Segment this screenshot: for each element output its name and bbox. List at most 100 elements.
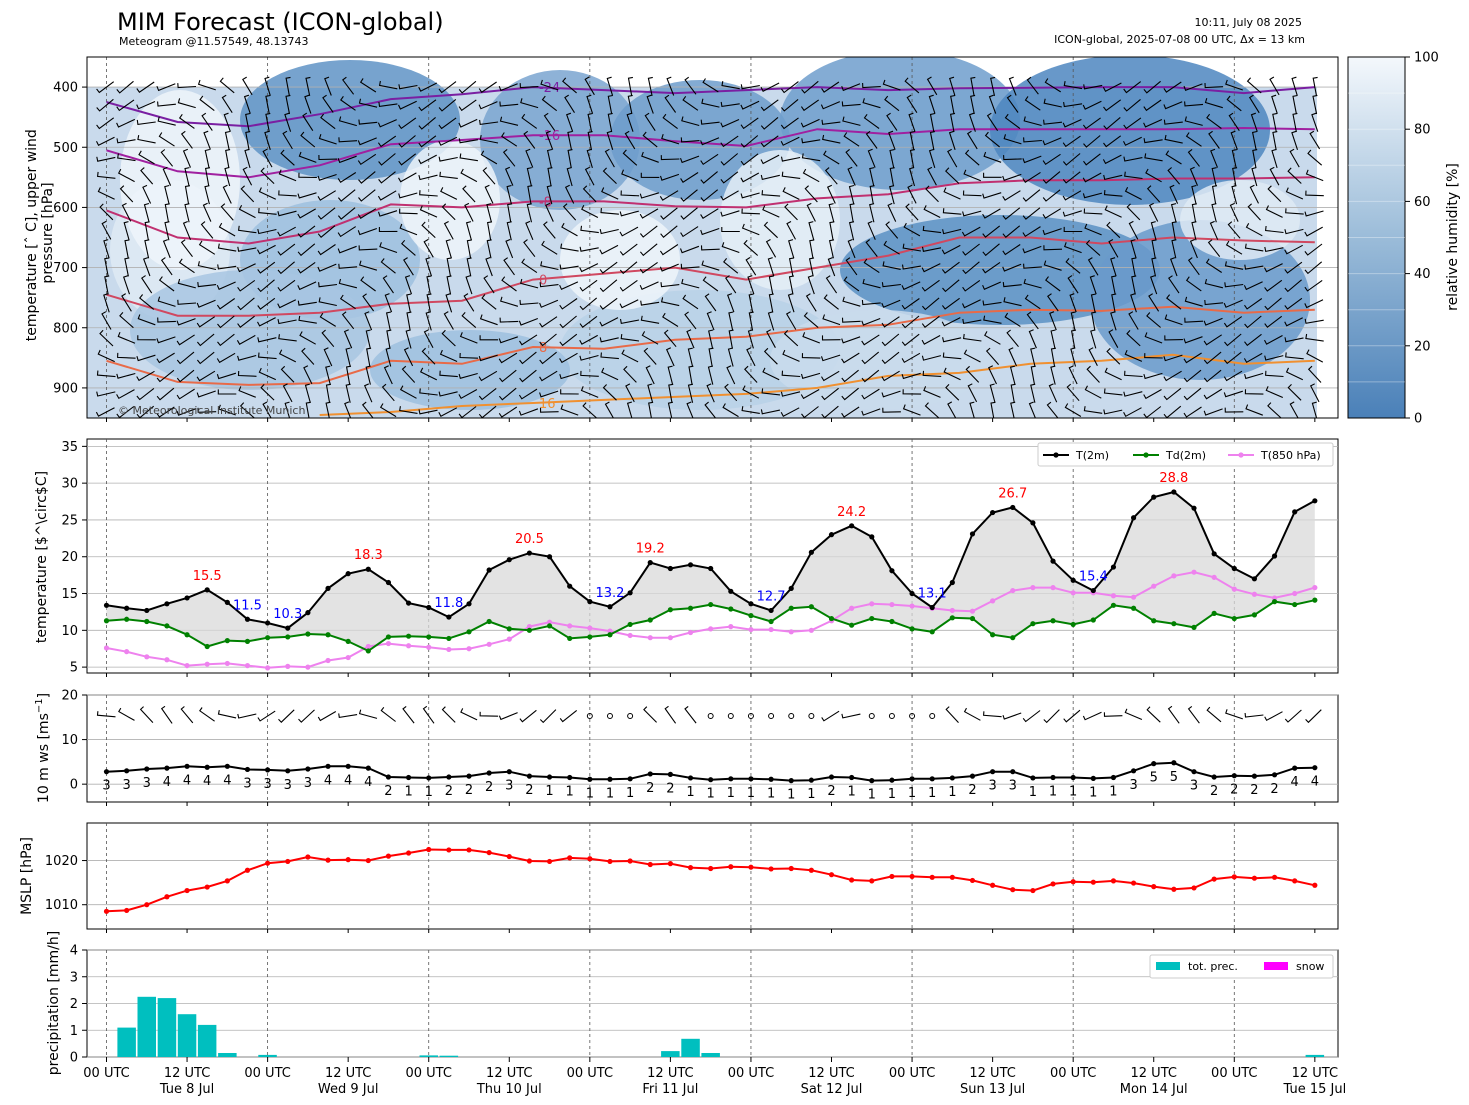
- wind-barb: [1082, 100, 1102, 110]
- wind-barb: [702, 276, 719, 292]
- wind-barb: [721, 242, 740, 254]
- wind-barb: [499, 101, 519, 107]
- wind-barb: [560, 404, 579, 416]
- wind-barb: [358, 189, 376, 202]
- series-point: [949, 615, 955, 621]
- surface-wind-barb: [96, 711, 116, 718]
- wind-barb: [1244, 372, 1264, 380]
- mslp-point: [788, 865, 794, 872]
- wind-barb: [708, 329, 714, 349]
- wind-barb: [1269, 76, 1280, 96]
- wind-barb: [963, 349, 981, 363]
- wind-barb: [679, 245, 700, 254]
- series-point: [1010, 587, 1016, 594]
- wind-barb: [216, 372, 237, 380]
- wind-barb: [443, 221, 454, 240]
- wind-barb: [441, 203, 456, 221]
- wind-barb: [438, 156, 458, 162]
- wind-barb: [485, 256, 493, 277]
- wind-speed-point: [1171, 760, 1177, 766]
- wind-barb: [700, 189, 719, 202]
- wind-barb: [1203, 334, 1223, 346]
- wind-barb: [1066, 383, 1080, 402]
- wind-barb: [265, 94, 271, 115]
- wind-speed-label: 4: [163, 775, 171, 790]
- precip-bar: [197, 1024, 217, 1057]
- wind-barb: [1022, 171, 1041, 183]
- series-point: [1130, 515, 1137, 521]
- wind-barb: [1292, 94, 1298, 115]
- wind-barb: [1089, 275, 1097, 295]
- series-point: [103, 645, 110, 651]
- series-point: [1050, 618, 1056, 624]
- wind-barb: [1228, 112, 1240, 132]
- series-point: [526, 550, 533, 556]
- wind-barb: [1183, 352, 1202, 364]
- mslp-point: [969, 877, 976, 884]
- humidity-region: [480, 70, 640, 210]
- wind-speed-label: 1: [888, 787, 896, 802]
- wind-barb: [1169, 257, 1178, 277]
- surface-wind-barb: [257, 710, 276, 722]
- series-point: [929, 604, 935, 611]
- surface-wind-barb: [1206, 706, 1222, 723]
- isotherm-line: [106, 236, 1315, 317]
- wind-barb: [925, 185, 939, 203]
- wind-barb: [984, 331, 1001, 345]
- wind-speed-label: 2: [485, 780, 493, 795]
- surface-wind-barb: [1187, 705, 1200, 724]
- wind-barb: [1143, 389, 1162, 400]
- mslp-point: [325, 857, 331, 863]
- wind-barb: [841, 387, 859, 401]
- wind-barb: [460, 168, 478, 183]
- wind-barb: [743, 239, 759, 256]
- wind-barb: [768, 293, 774, 313]
- wind-barb: [338, 137, 358, 143]
- series-point: [345, 638, 351, 644]
- wind-barb: [116, 372, 136, 379]
- wind-speed-point: [949, 775, 955, 781]
- wind-speed-point: [305, 766, 311, 772]
- wind-barb: [1291, 130, 1299, 150]
- wind-barb: [619, 261, 638, 275]
- wind-barb: [1187, 257, 1200, 276]
- wind-barb: [700, 227, 720, 236]
- calm-wind-marker: [747, 713, 754, 719]
- series-point: [949, 579, 955, 586]
- wind-barb: [99, 203, 114, 221]
- y-tick-label: 700: [53, 261, 78, 276]
- wind-barb: [983, 315, 1002, 324]
- forecast-time: 10:11, July 08 2025: [1195, 16, 1302, 29]
- wind-barb: [162, 166, 172, 186]
- series-point: [244, 616, 251, 622]
- wind-barb: [96, 156, 116, 162]
- wind-barb: [237, 315, 255, 328]
- wind-barb: [1244, 333, 1262, 347]
- wind-barb: [445, 239, 452, 259]
- wind-barb: [317, 207, 336, 220]
- wind-barb: [782, 349, 800, 362]
- calm-wind-marker: [909, 713, 916, 719]
- wind-barb: [236, 334, 256, 345]
- wind-barb: [869, 167, 875, 187]
- wind-barb: [862, 82, 881, 89]
- wind-barb: [962, 210, 982, 217]
- wind-barb: [539, 316, 558, 328]
- wind-barb: [438, 117, 457, 130]
- series-point: [1151, 583, 1157, 589]
- wind-barb: [889, 149, 895, 169]
- wind-barb: [1204, 98, 1223, 109]
- wind-barb: [765, 239, 777, 258]
- wind-speed-label: 3: [143, 776, 151, 791]
- wind-barb: [379, 403, 397, 418]
- wind-barb: [1203, 317, 1223, 326]
- wind-barb: [278, 349, 297, 363]
- wind-speed-label: 4: [364, 775, 372, 790]
- wind-barb: [800, 118, 820, 128]
- wind-barb: [443, 311, 454, 330]
- surface-wind-barb: [1022, 710, 1041, 723]
- wind-speed-label: 2: [1270, 782, 1278, 797]
- wind-barb: [647, 76, 653, 97]
- calm-wind-marker: [788, 713, 795, 719]
